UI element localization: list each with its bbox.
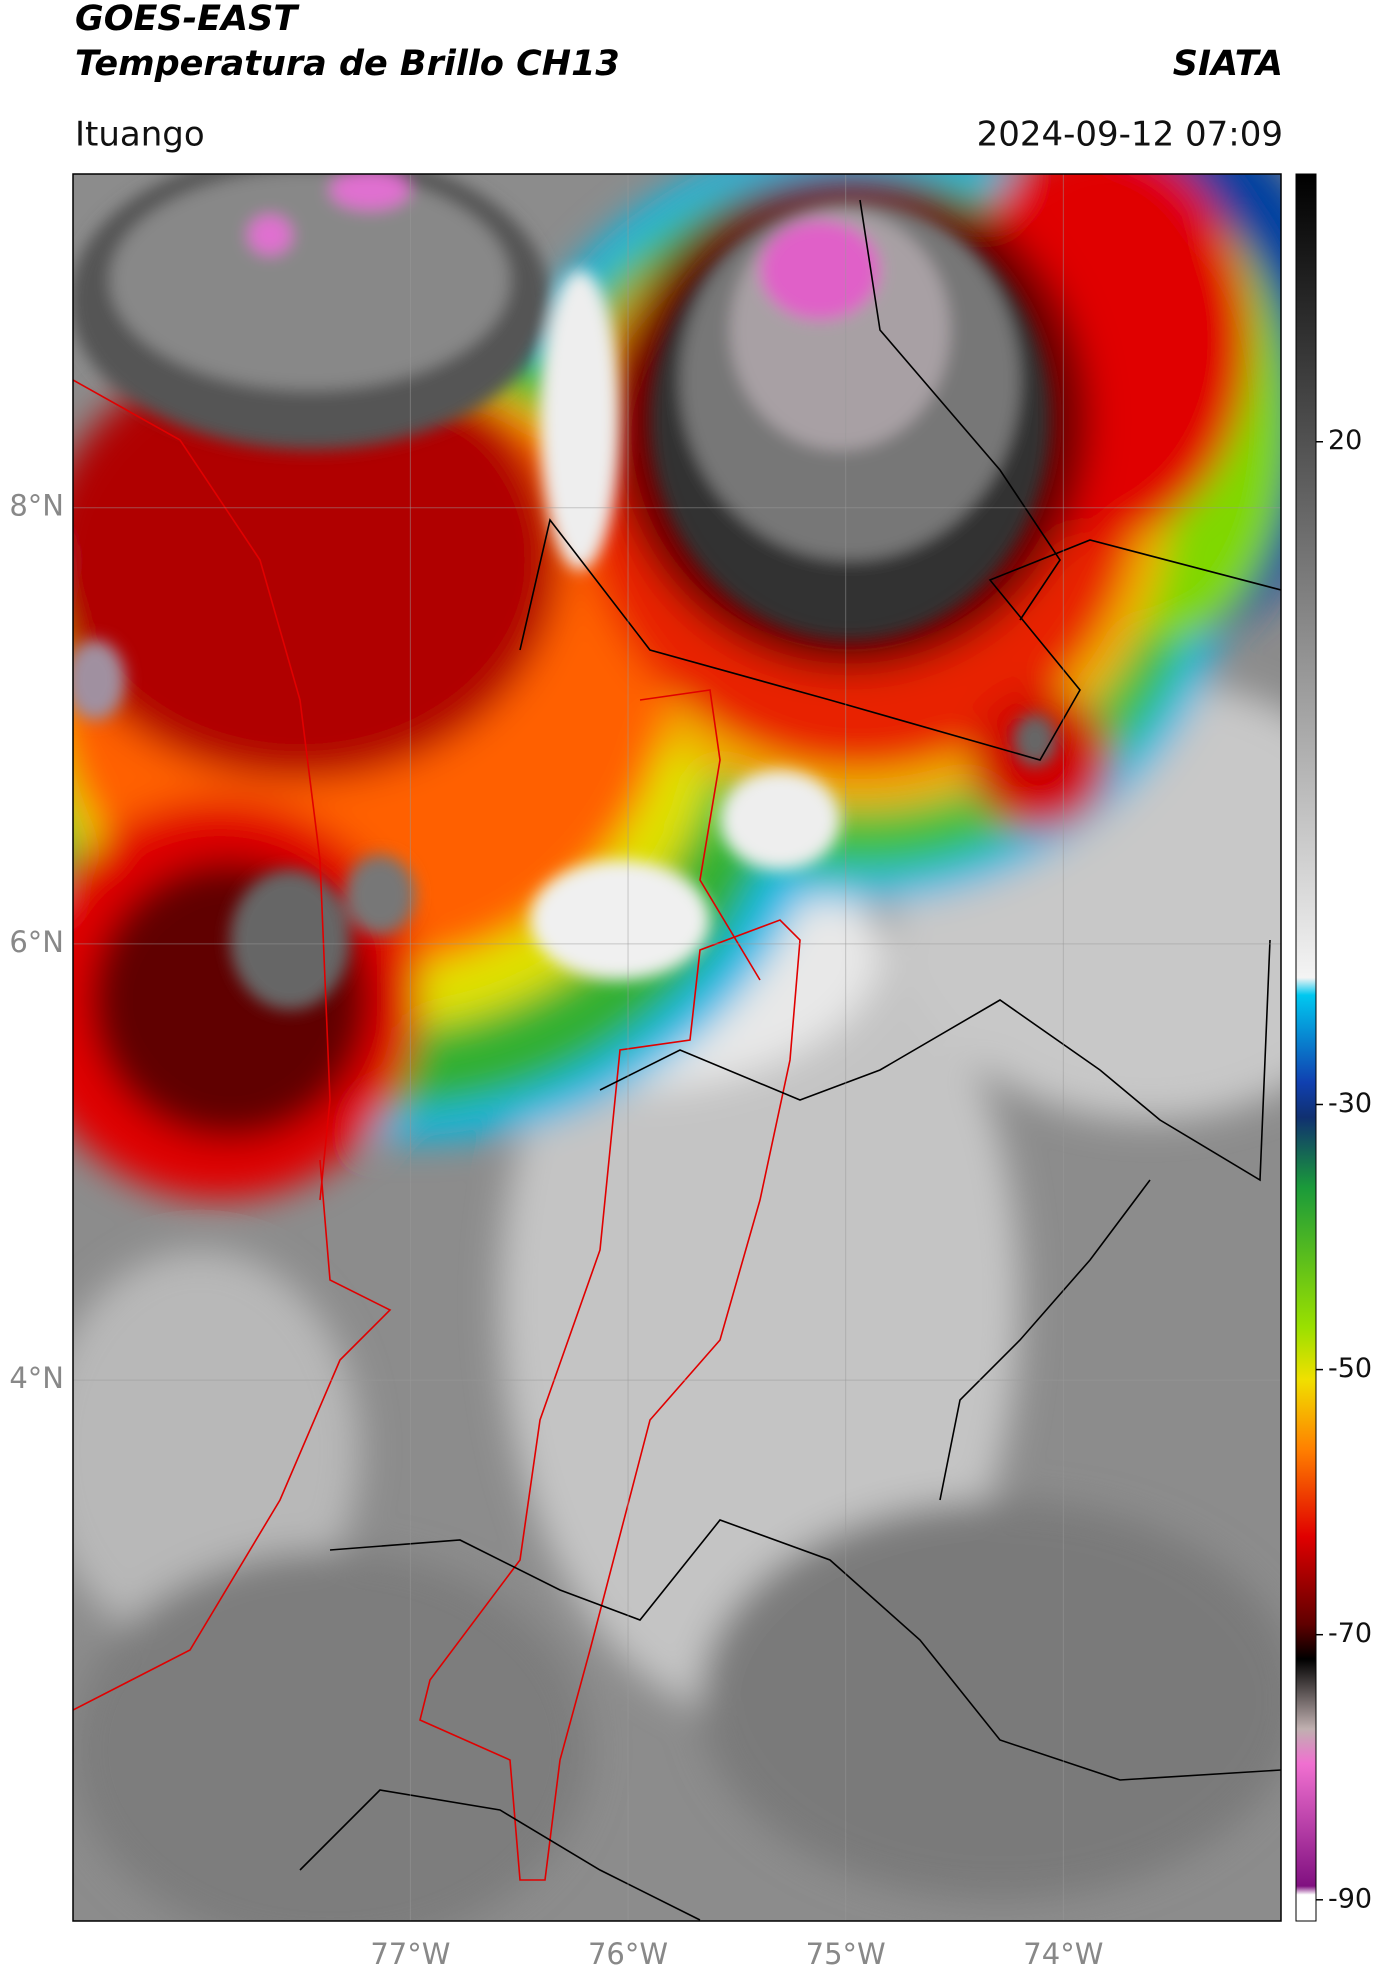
x-tick-label: 74°W	[1023, 1937, 1103, 1971]
x-tick-label: 75°W	[806, 1937, 886, 1971]
datetime: 2024-09-12 07:09	[977, 115, 1283, 155]
subtitle: Temperatura de Brillo CH13	[75, 44, 620, 84]
colorbar-tick-label: -90	[1328, 1883, 1372, 1914]
colorbar	[1295, 173, 1317, 1922]
satellite-image	[73, 174, 1281, 1921]
colorbar-tick-label: -30	[1328, 1088, 1372, 1119]
map-frame	[72, 173, 1282, 1922]
grid	[73, 174, 1281, 1921]
colorbar-tick-label: -50	[1328, 1353, 1372, 1384]
y-tick-label: 8°N	[9, 489, 64, 523]
location: Ituango	[75, 115, 205, 155]
brand: SIATA	[1173, 44, 1283, 84]
colorbar-tick-label: 20	[1328, 425, 1362, 456]
x-tick-label: 76°W	[588, 1937, 668, 1971]
y-tick-label: 4°N	[9, 1361, 64, 1395]
x-tick-label: 77°W	[370, 1937, 450, 1971]
colorbar-tick-label: -70	[1328, 1618, 1372, 1649]
y-tick-label: 6°N	[9, 925, 64, 959]
title: GOES-EAST	[75, 0, 300, 39]
